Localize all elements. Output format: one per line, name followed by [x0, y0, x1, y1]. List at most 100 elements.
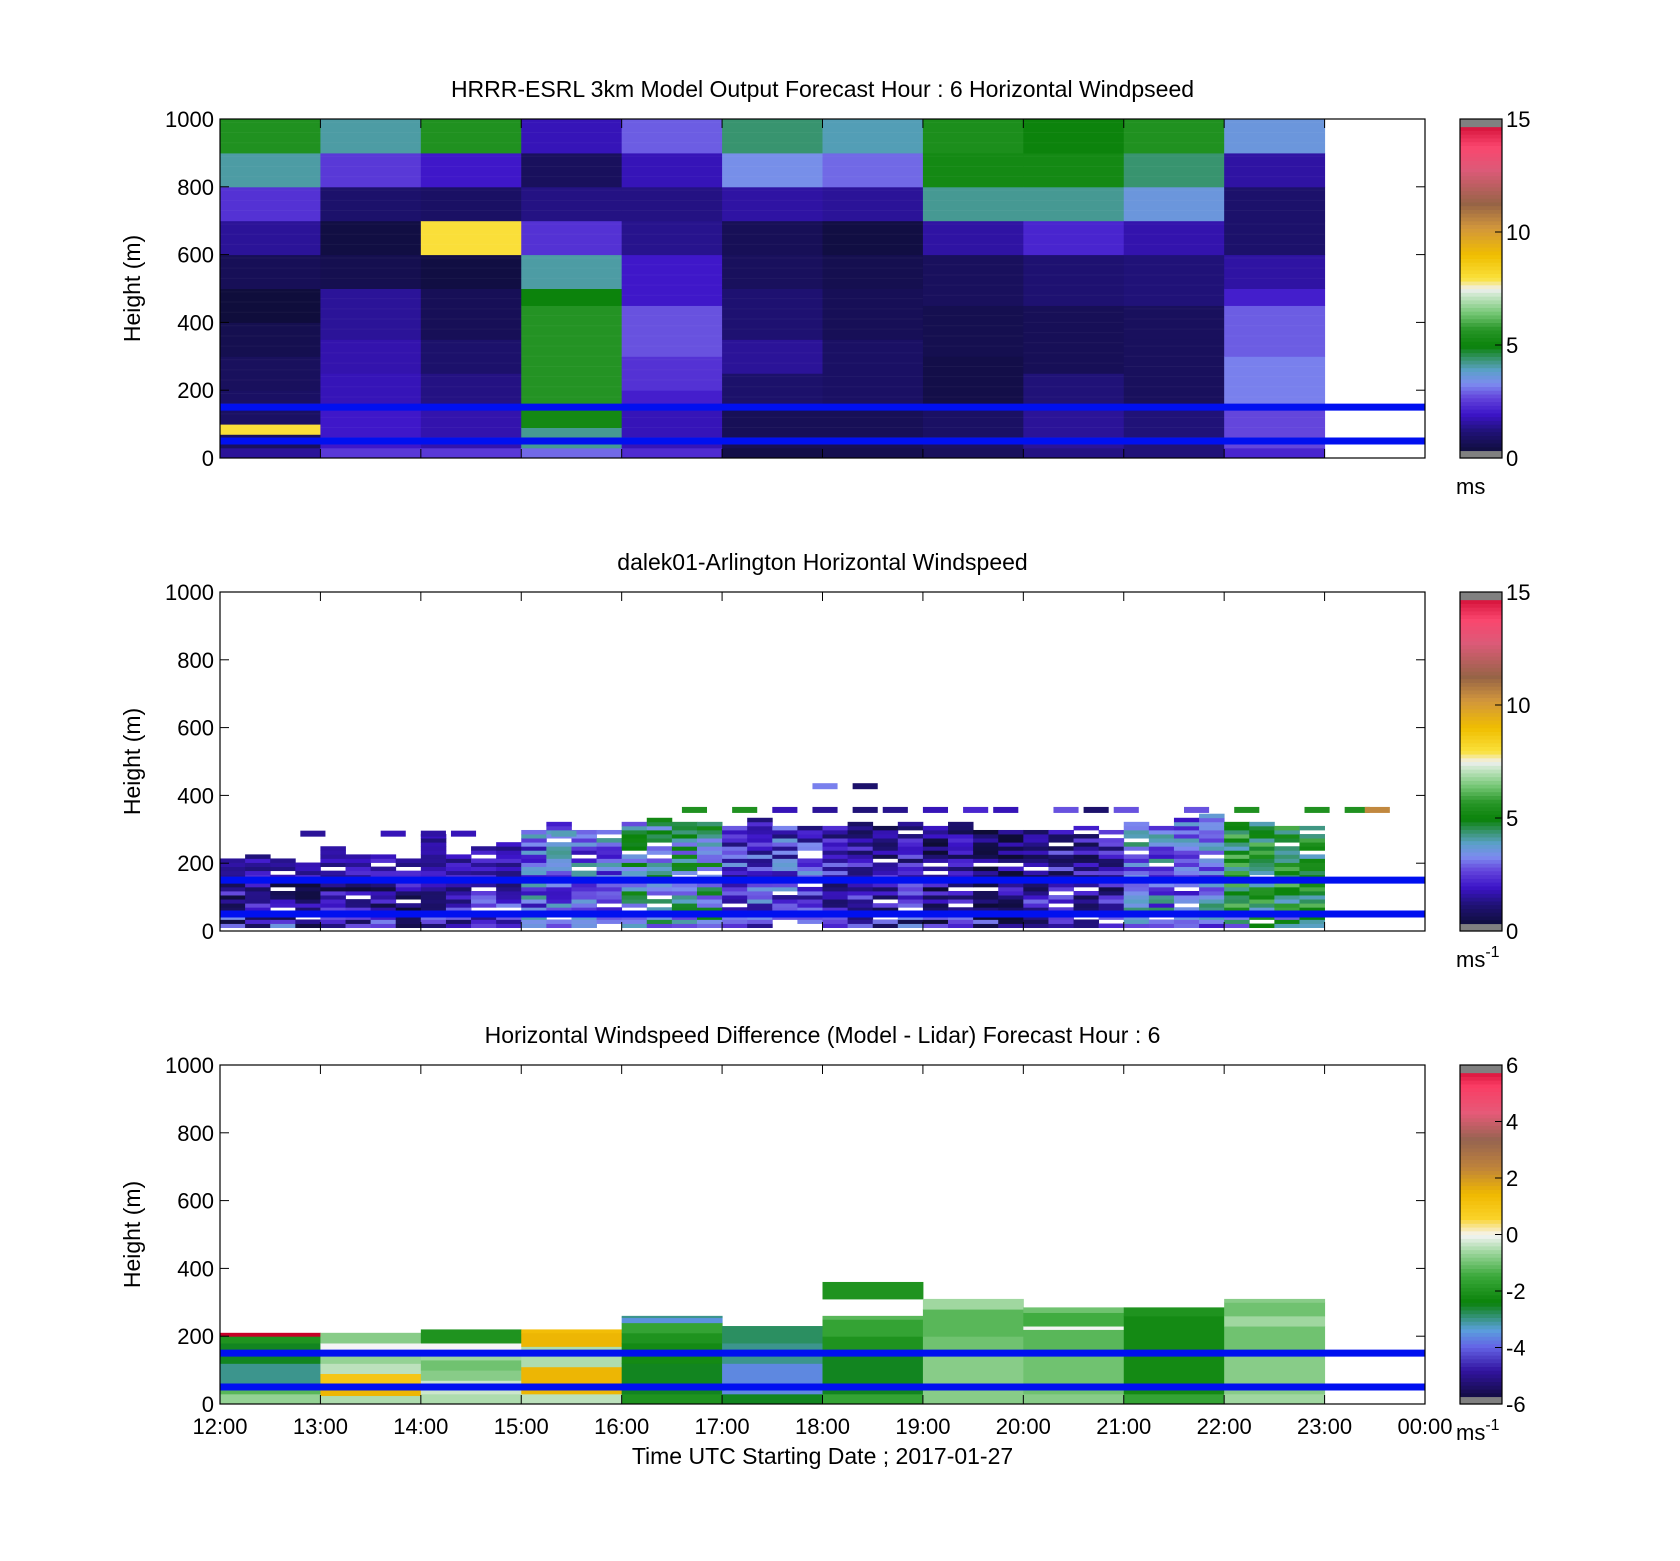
data-cell — [1123, 186, 1225, 222]
data-cell — [1023, 895, 1049, 900]
data-cell — [872, 870, 899, 876]
colorbar-tick-label: 10 — [1506, 693, 1530, 718]
y-tick-label: 400 — [177, 783, 214, 808]
colorbar-swatch — [1460, 420, 1502, 425]
data-cell — [671, 866, 698, 872]
data-cell — [722, 923, 748, 929]
colorbar-swatch — [1460, 1080, 1502, 1085]
colorbar-swatch — [1460, 288, 1502, 293]
data-cell — [546, 842, 572, 847]
data-cell — [1299, 919, 1325, 924]
data-cell — [1123, 305, 1225, 340]
colorbar-swatch — [1460, 742, 1502, 748]
data-cell — [1274, 825, 1300, 831]
data-cell — [320, 870, 346, 876]
colorbar-swatch — [1460, 870, 1502, 876]
data-cell — [822, 152, 924, 188]
data-cell — [696, 858, 723, 863]
colorbar-swatch — [1460, 1351, 1502, 1356]
data-cell — [420, 866, 447, 872]
colorbar-swatch — [1460, 629, 1502, 635]
colorbar-swatch — [1460, 454, 1502, 459]
data-cell — [546, 862, 572, 867]
data-cell — [671, 829, 698, 835]
colorbar-tick-label: 0 — [1506, 1223, 1518, 1248]
data-cell — [320, 1395, 422, 1405]
data-cell — [822, 838, 849, 843]
colorbar-swatch — [1460, 723, 1502, 729]
colorbar-swatch — [1460, 900, 1502, 906]
colorbar-swatch — [1460, 833, 1502, 838]
colorbar-swatch — [1460, 412, 1502, 418]
data-cell — [621, 119, 723, 154]
data-cell — [847, 846, 874, 851]
data-cell — [596, 915, 623, 920]
data-cell — [1048, 886, 1074, 892]
data-cell — [1148, 850, 1175, 855]
data-cell — [747, 838, 773, 843]
data-cell — [270, 903, 296, 908]
colorbar-swatch — [1460, 607, 1502, 612]
colorbar-swatch — [1460, 1400, 1502, 1405]
colorbar-swatch — [1460, 416, 1502, 421]
data-cell — [320, 220, 422, 256]
colorbar-swatch — [1460, 431, 1502, 436]
data-cell — [1299, 923, 1325, 929]
data-cell — [245, 907, 271, 912]
data-cell — [521, 890, 547, 896]
data-cell — [772, 882, 798, 888]
data-cell — [812, 806, 838, 813]
data-cell — [270, 882, 296, 888]
data-cell — [1148, 838, 1175, 843]
colorbar-swatch — [1460, 371, 1502, 376]
colorbar-swatch — [1460, 644, 1502, 650]
data-cell — [1173, 829, 1200, 835]
data-cell — [948, 842, 974, 847]
data-cell — [722, 899, 748, 904]
data-cell — [220, 152, 321, 188]
colorbar-swatch — [1460, 152, 1502, 158]
data-cell — [922, 806, 949, 813]
data-cell — [1299, 834, 1325, 839]
data-cell — [1249, 870, 1275, 876]
data-cell — [1274, 838, 1300, 843]
data-cell — [445, 854, 472, 859]
data-cell — [847, 919, 874, 924]
data-cell — [897, 834, 924, 839]
data-cell — [220, 1393, 321, 1405]
colorbar-swatch — [1460, 1208, 1502, 1213]
data-cell — [471, 850, 497, 855]
data-cell — [596, 895, 623, 900]
data-cell — [621, 838, 648, 843]
data-cell — [521, 829, 547, 835]
data-cell — [847, 870, 874, 876]
colorbar-swatch — [1460, 1113, 1502, 1119]
data-cell — [1123, 254, 1225, 306]
colorbar-tick-label: -4 — [1506, 1336, 1526, 1361]
data-cell — [897, 895, 924, 900]
data-cell — [696, 907, 723, 912]
data-cell — [747, 919, 773, 924]
data-cell — [822, 923, 849, 929]
data-cell — [822, 915, 849, 920]
data-cell — [546, 919, 572, 924]
y-tick-label: 200 — [177, 851, 214, 876]
data-cell — [621, 254, 723, 306]
data-cell — [320, 186, 422, 222]
data-cell — [872, 842, 899, 847]
data-cell — [897, 838, 924, 843]
data-cell — [621, 915, 648, 920]
data-cell — [1299, 890, 1325, 896]
data-cell — [747, 850, 773, 855]
colorbar-swatch — [1460, 1234, 1502, 1239]
colorbar-swatch — [1460, 1268, 1502, 1273]
data-cell — [922, 356, 1024, 408]
colorbar-swatch — [1460, 427, 1502, 433]
data-cell — [1073, 866, 1100, 872]
data-cell — [220, 288, 321, 323]
colorbar-swatch — [1460, 682, 1502, 687]
x-tick-label: 12:00 — [192, 1414, 247, 1439]
data-cell — [998, 919, 1024, 924]
colorbar-unit: ms-1 — [1456, 944, 1500, 972]
